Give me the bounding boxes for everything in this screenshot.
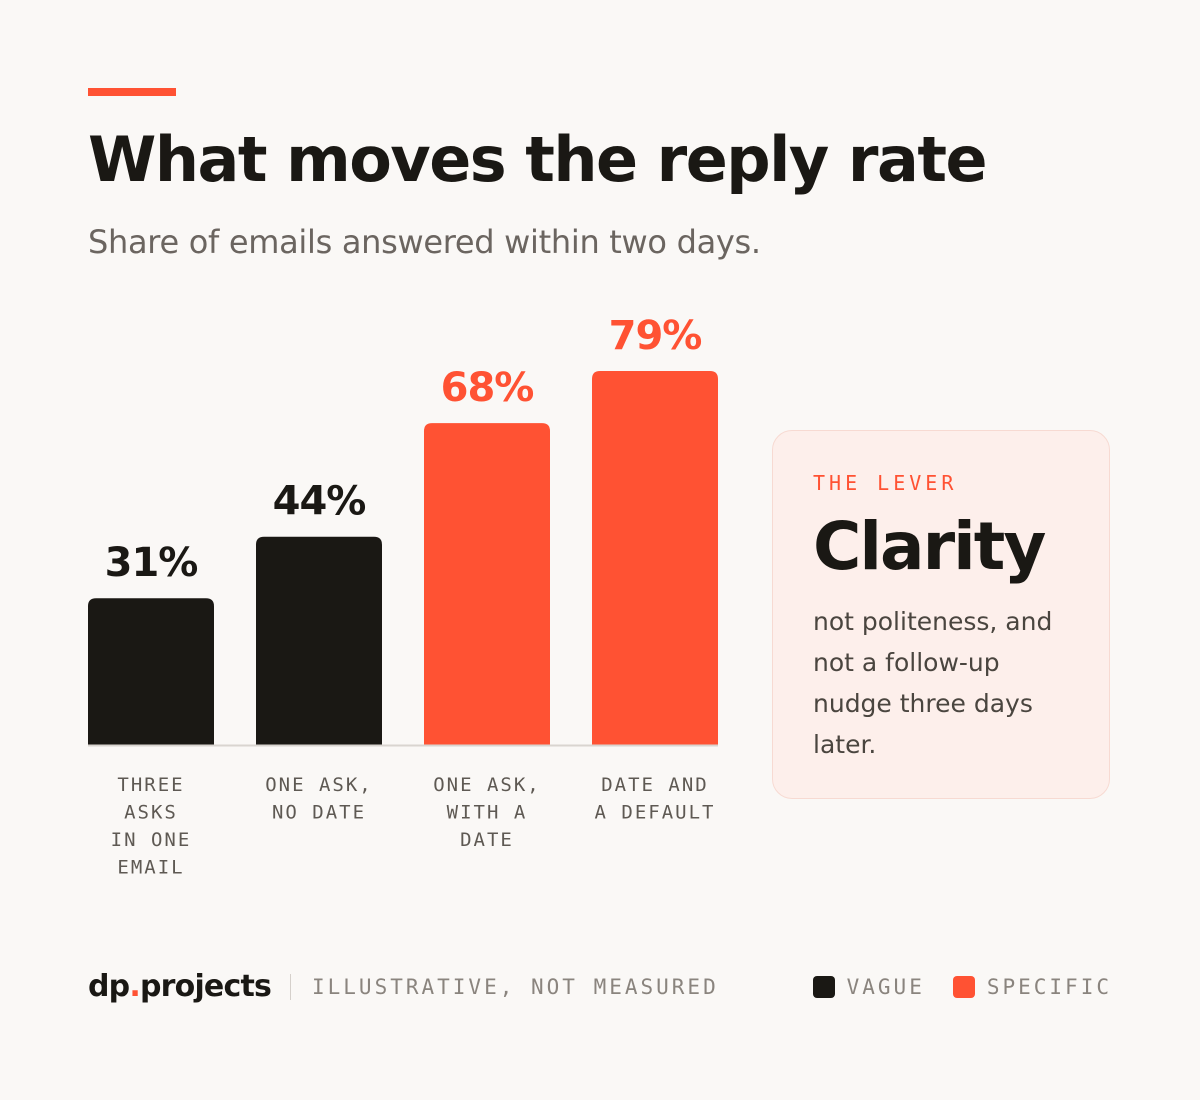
- bar-1: [88, 598, 214, 745]
- footer-divider: [290, 974, 291, 1000]
- legend-label-specific: SPECIFIC: [986, 975, 1112, 999]
- category-label-4-line-2: A DEFAULT: [595, 802, 716, 824]
- bar-value-label-2: 44%: [273, 479, 366, 525]
- legend-swatch-specific: [952, 976, 975, 998]
- bar-value-label-4: 79%: [609, 313, 702, 359]
- legend-item-specific: SPECIFIC: [952, 974, 1112, 1000]
- bar-value-label-1: 31%: [105, 540, 198, 586]
- category-label-2-line-1: ONE ASK,: [265, 774, 373, 796]
- footer-note: ILLUSTRATIVE, NOT MEASURED: [312, 975, 719, 999]
- category-label-2-line-2: NO DATE: [272, 802, 366, 824]
- bar-value-label-3: 68%: [441, 365, 534, 411]
- category-label-3-line-3: DATE: [460, 829, 514, 851]
- brand-dot: .: [129, 969, 140, 1004]
- page-subtitle: Share of emails answered within two days…: [88, 223, 761, 261]
- category-label-1-line-3: IN ONE: [111, 829, 192, 851]
- brand-logo: dp.projects: [88, 966, 272, 1008]
- category-label-1-line-2: ASKS: [124, 802, 178, 824]
- category-label-3-line-2: WITH A: [447, 802, 528, 824]
- bar-chart: 31% THREE ASKS IN ONE EMAIL 44% ONE ASK, NO DAT…: [88, 313, 718, 879]
- chart-legend: VAGUE SPECIFIC: [785, 974, 1112, 1000]
- category-label-1-line-4: EMAIL: [117, 857, 184, 879]
- category-label-1-line-1: THREE: [117, 774, 184, 796]
- lever-kicker: THE LEVER: [813, 471, 958, 495]
- bar-4: [592, 371, 718, 745]
- lever-card: THE LEVER Clarity not politeness, and no…: [772, 430, 1110, 799]
- category-label-4-line-1: DATE AND: [601, 774, 709, 796]
- legend-item-vague: VAGUE: [812, 974, 925, 1000]
- page-title: What moves the reply rate: [88, 123, 988, 196]
- accent-rule: [88, 88, 176, 96]
- lever-headline: Clarity: [813, 508, 1046, 585]
- legend-label-vague: VAGUE: [846, 975, 925, 999]
- legend-swatch-vague: [812, 976, 835, 998]
- bar-2: [256, 536, 382, 745]
- lever-body: not politeness, and not a follow-up nudg…: [813, 607, 1053, 759]
- category-label-3-line-1: ONE ASK,: [433, 774, 541, 796]
- bar-3: [424, 423, 550, 745]
- brand-name-part2: projects: [139, 969, 272, 1004]
- brand-name-part1: dp: [88, 969, 130, 1004]
